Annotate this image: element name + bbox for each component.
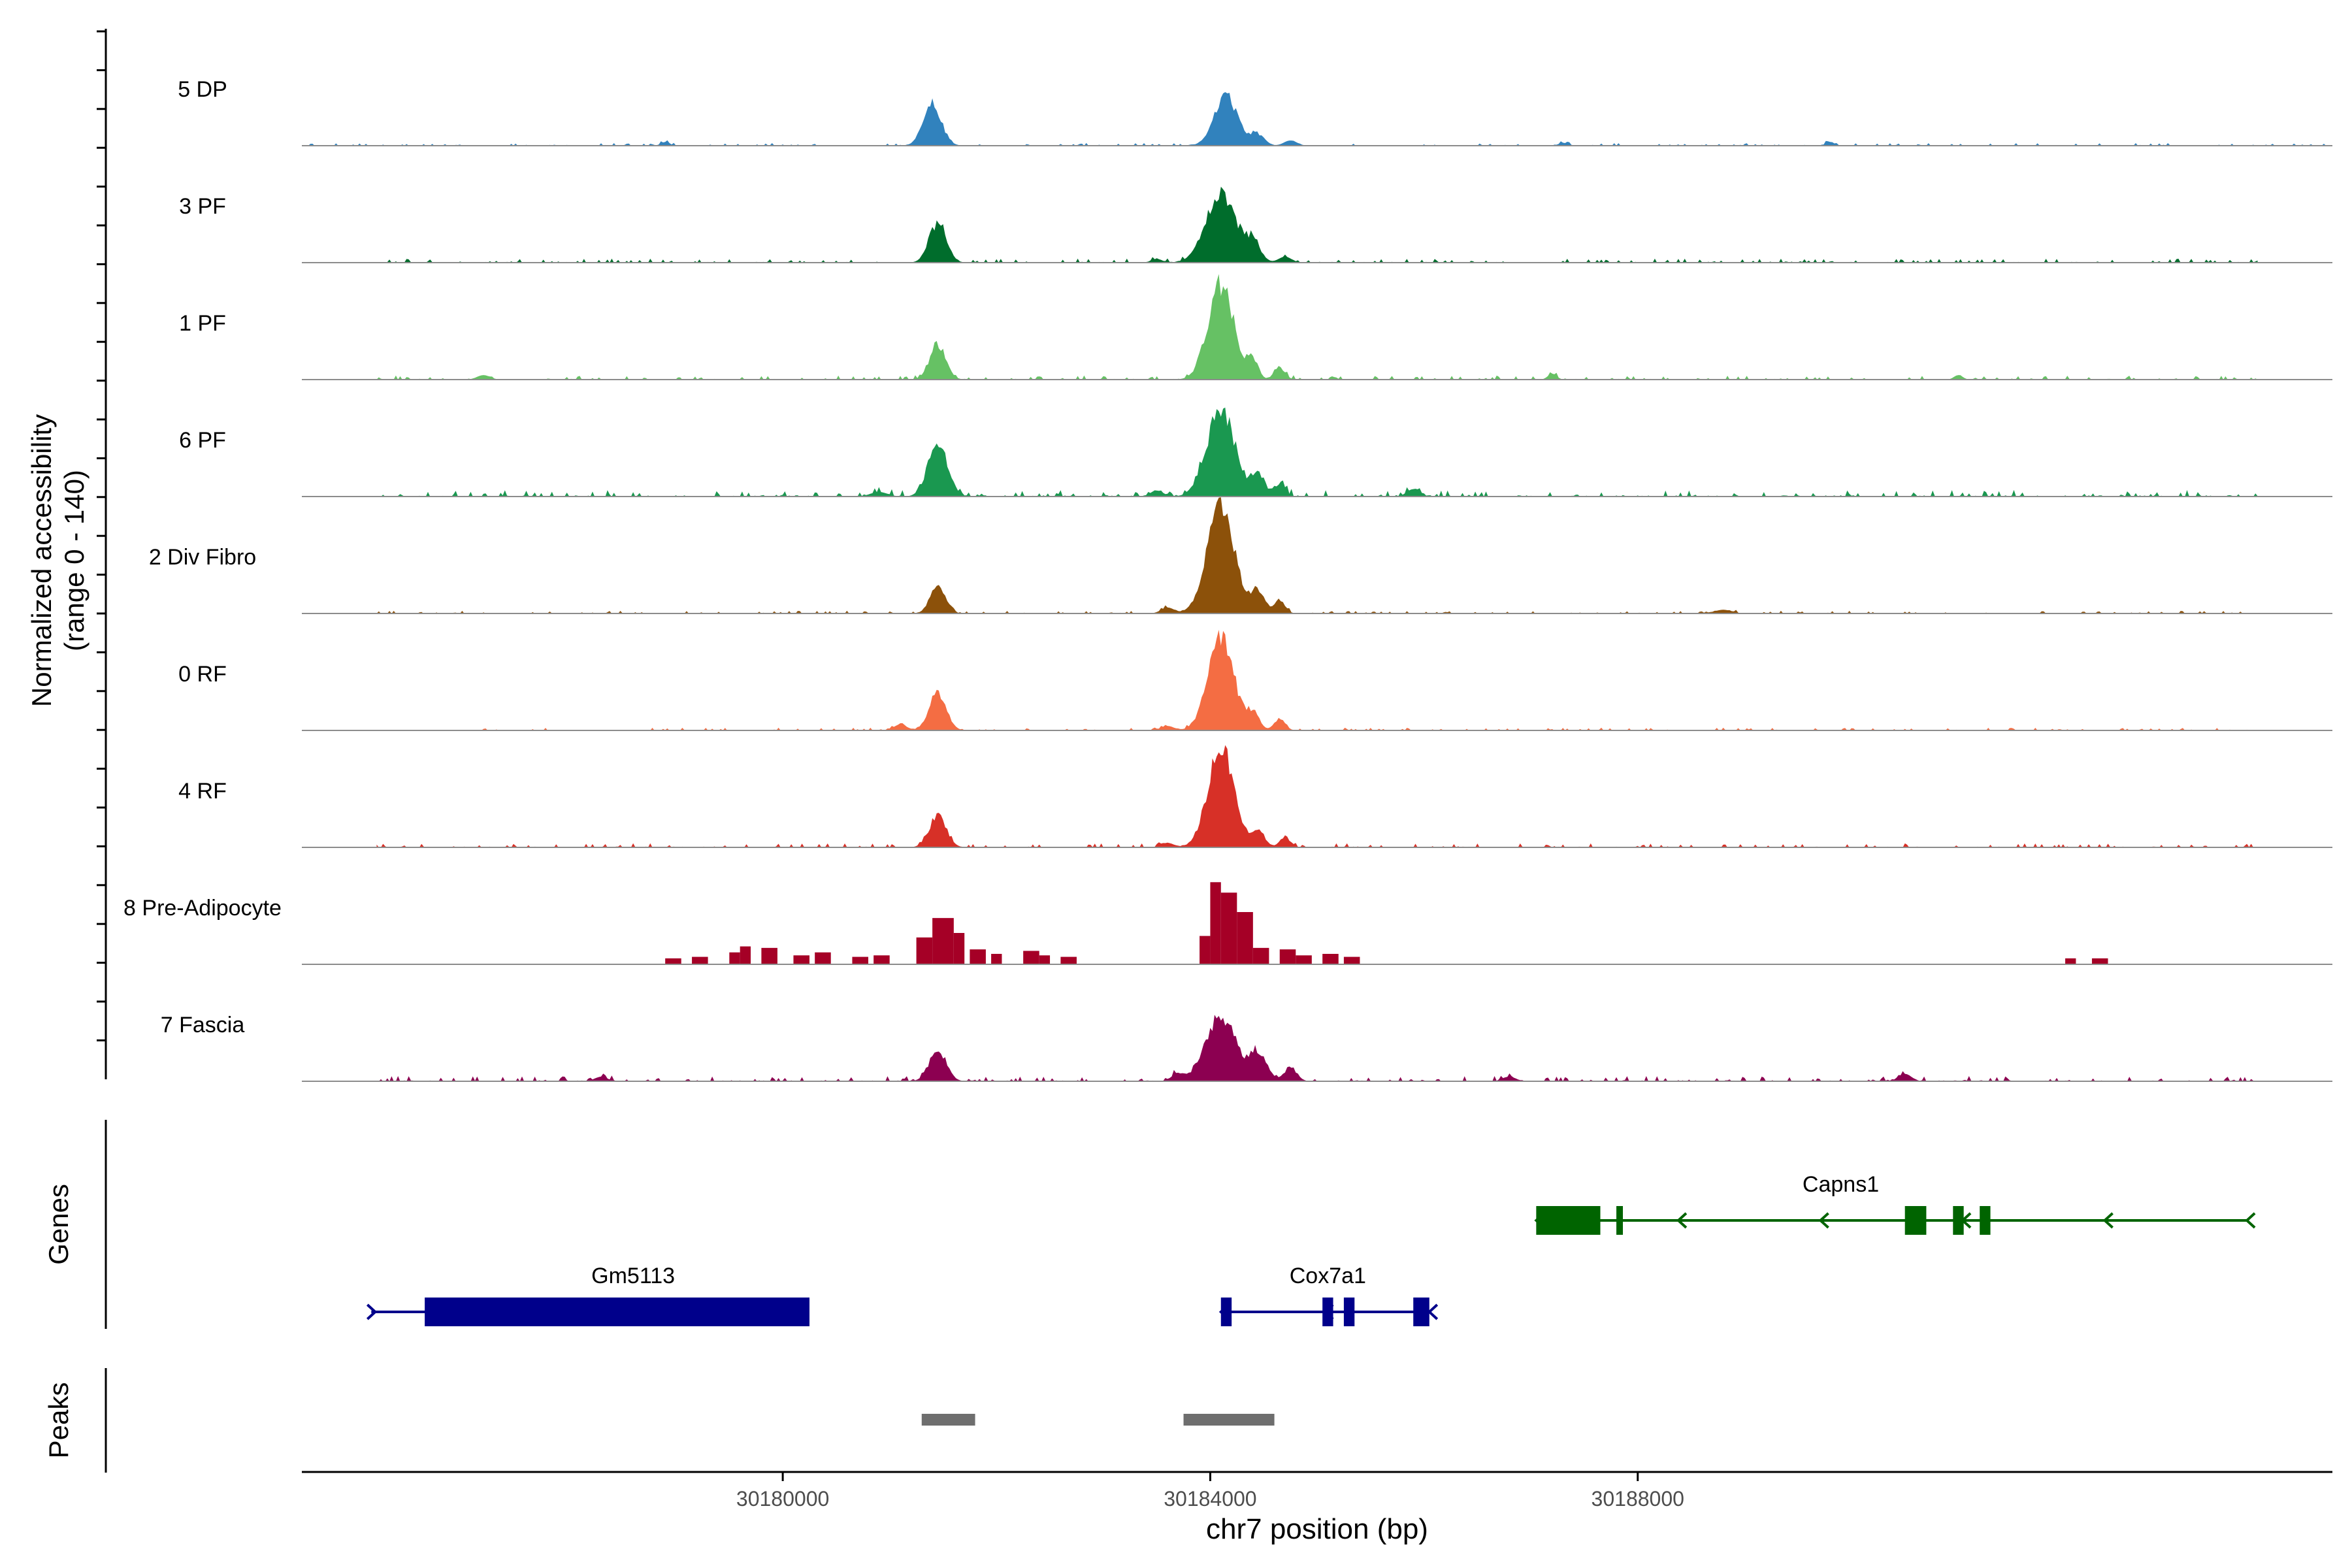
x-axis-label: chr7 position (bp) bbox=[1206, 1513, 1428, 1545]
strand-arrow bbox=[1218, 1303, 1230, 1320]
x-axis-ticks: 30180000 30184000 30188000 bbox=[736, 1472, 1684, 1511]
coverage-block bbox=[1279, 949, 1296, 964]
strand-arrow bbox=[1676, 1212, 1688, 1229]
gene-exon bbox=[1953, 1206, 1964, 1235]
track-label: 3 PF bbox=[179, 194, 226, 219]
coverage-block bbox=[874, 955, 890, 964]
coverage-block bbox=[1210, 882, 1221, 964]
track-label: 8 Pre-Adipocyte bbox=[123, 896, 282, 921]
coverage-area bbox=[376, 274, 2258, 380]
gene-exon bbox=[1220, 1298, 1232, 1326]
coverage-block bbox=[1237, 912, 1253, 964]
gene-exon bbox=[1980, 1206, 1991, 1235]
coverage-y-axis-ticks bbox=[97, 30, 106, 1041]
coverage-block bbox=[729, 952, 740, 964]
coverage-block bbox=[970, 949, 986, 964]
gene-exon bbox=[1904, 1206, 1927, 1235]
coverage-block bbox=[1023, 951, 1039, 964]
strand-arrow bbox=[1961, 1212, 1972, 1229]
coverage-block bbox=[815, 952, 831, 964]
track-label: 2 Div Fibro bbox=[149, 545, 256, 570]
coverage-area bbox=[376, 1015, 2258, 1081]
gene-label: Capns1 bbox=[1803, 1172, 1879, 1197]
track-8-pre-adipocyte: 8 Pre-Adipocyte bbox=[123, 882, 2332, 965]
coverage-block bbox=[916, 937, 933, 964]
coverage-block bbox=[1060, 956, 1077, 964]
x-tick-label: 30188000 bbox=[1592, 1487, 1684, 1511]
track-label: 5 DP bbox=[178, 77, 227, 102]
coverage-block bbox=[991, 954, 1002, 964]
track-0-rf: 0 RF bbox=[178, 630, 2332, 731]
track-label: 6 PF bbox=[179, 428, 226, 453]
track-7-fascia: 7 Fascia bbox=[161, 1013, 2332, 1082]
coverage-block bbox=[2065, 958, 2076, 964]
gene-gm5113: Gm5113 bbox=[366, 1264, 809, 1326]
gene-annotation-track: Gm5113 Cox7a1 Capns1 bbox=[366, 1172, 2256, 1326]
strand-arrow bbox=[1427, 1303, 1439, 1320]
coverage-block bbox=[665, 958, 681, 964]
strand-arrow bbox=[366, 1303, 378, 1320]
gene-exon bbox=[1536, 1206, 1601, 1235]
track-4-rf: 4 RF bbox=[178, 745, 2332, 848]
gene-exon bbox=[425, 1298, 809, 1326]
coverage-area bbox=[376, 630, 2258, 730]
coverage-area bbox=[376, 186, 2258, 263]
coverage-area bbox=[376, 497, 2258, 613]
peaks-track-label: Peaks bbox=[43, 1382, 74, 1459]
strand-arrow bbox=[2245, 1212, 2256, 1229]
genes-track-label: Genes bbox=[43, 1184, 74, 1265]
gene-exon bbox=[1413, 1298, 1429, 1326]
coverage-area bbox=[376, 407, 2258, 497]
track-6-pf: 6 PF bbox=[179, 407, 2332, 497]
strand-arrow bbox=[1534, 1212, 1545, 1229]
coverage-block bbox=[740, 946, 751, 964]
coverage-block bbox=[793, 955, 809, 964]
peak-region bbox=[921, 1414, 975, 1426]
x-tick-label: 30180000 bbox=[736, 1487, 829, 1511]
coverage-block bbox=[953, 933, 965, 964]
gene-exon bbox=[1322, 1298, 1333, 1326]
coverage-block bbox=[1296, 955, 1312, 964]
coverage-block bbox=[692, 956, 708, 964]
strand-arrow bbox=[1818, 1212, 1829, 1229]
gene-cox7a1: Cox7a1 bbox=[1218, 1264, 1439, 1326]
track-2-div-fibro: 2 Div Fibro bbox=[149, 497, 2332, 614]
coverage-block bbox=[1343, 956, 1360, 964]
peak-region-track bbox=[921, 1414, 1275, 1426]
gene-label: Cox7a1 bbox=[1290, 1264, 1366, 1288]
gene-capns1: Capns1 bbox=[1534, 1172, 2256, 1235]
coverage-block bbox=[1252, 947, 1269, 964]
gene-label: Gm5113 bbox=[591, 1264, 675, 1288]
y-axis-range-label: (range 0 - 140) bbox=[59, 470, 90, 651]
coverage-tracks: 5 DP 3 PF 1 PF 6 PF 2 Div Fibro 0 RF 4 RF 8 Pre… bbox=[123, 77, 2332, 1082]
coverage-block bbox=[1322, 954, 1339, 964]
track-label: 7 Fascia bbox=[161, 1013, 245, 1037]
track-1-pf: 1 PF bbox=[179, 274, 2332, 380]
coverage-block bbox=[932, 918, 954, 964]
strand-arrow bbox=[1323, 1303, 1334, 1320]
coverage-block bbox=[852, 956, 868, 964]
track-3-pf: 3 PF bbox=[179, 186, 2332, 263]
track-label: 4 RF bbox=[178, 779, 227, 804]
gene-exon bbox=[1616, 1206, 1624, 1235]
coverage-block bbox=[761, 947, 777, 964]
track-label: 1 PF bbox=[179, 311, 226, 336]
y-axis-label: Normalized accessibility bbox=[26, 414, 57, 707]
coverage-area bbox=[302, 92, 2332, 146]
gene-exon bbox=[1343, 1298, 1355, 1326]
coverage-block bbox=[1039, 955, 1051, 964]
coverage-block bbox=[1200, 936, 1211, 964]
track-label: 0 RF bbox=[178, 662, 227, 687]
track-5-dp: 5 DP bbox=[178, 77, 2332, 146]
coverage-area bbox=[376, 745, 2258, 847]
strand-arrow bbox=[2102, 1212, 2114, 1229]
coverage-block bbox=[2091, 958, 2108, 964]
x-tick-label: 30184000 bbox=[1164, 1487, 1256, 1511]
peak-region bbox=[1183, 1414, 1275, 1426]
coverage-block bbox=[1220, 892, 1237, 964]
